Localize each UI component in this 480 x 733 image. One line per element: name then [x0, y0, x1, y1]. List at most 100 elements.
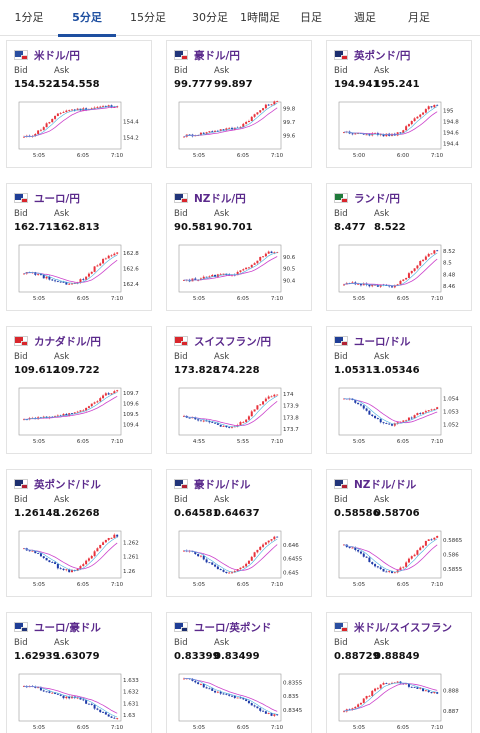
- mini-chart[interactable]: 109.4 109.5 109.6 109.7 5:05 6:05 7:10: [13, 385, 147, 447]
- rate-card[interactable]: 豪ドル/ドル Bid Ask 0.64581 0.64637 0.645 0.64…: [166, 469, 312, 597]
- currency-pair-link[interactable]: 米ドル/円: [34, 49, 80, 62]
- candle-body: [357, 550, 360, 552]
- tab-1[interactable]: 1分足: [14, 11, 44, 24]
- candle-body: [222, 273, 225, 275]
- candle-body: [110, 537, 113, 539]
- y-tick-label: 8.46: [443, 284, 456, 290]
- candlestick-chart: 0.8345 0.835 0.8355 5:05 6:05 7:10: [178, 673, 303, 731]
- tab-8[interactable]: 月足: [408, 11, 430, 24]
- candle-body: [225, 426, 228, 428]
- mini-chart[interactable]: 0.645 0.6455 0.646 5:05 6:05 7:10: [173, 528, 307, 590]
- rate-card[interactable]: カナダドル/円 Bid Ask 109.612 109.722 109.4 109…: [6, 326, 152, 454]
- tab-6[interactable]: 日足: [300, 11, 322, 24]
- currency-pair-link[interactable]: ユーロ/ドル: [354, 335, 411, 348]
- mini-chart[interactable]: 154.2 154.4 5:05 6:05 7:10: [13, 99, 147, 161]
- y-tick-label: 99.7: [283, 120, 296, 126]
- mini-chart[interactable]: 0.5855 0.586 0.5865 5:05 6:05 7:10: [333, 528, 467, 590]
- candle-body: [359, 702, 362, 705]
- rate-card[interactable]: 英ポンド/ドル Bid Ask 1.26148 1.26268 1.26 1.26…: [6, 469, 152, 597]
- currency-pair-link[interactable]: NZドル/円: [194, 192, 246, 205]
- candle-body: [219, 569, 222, 571]
- rate-card[interactable]: ユーロ/ドル Bid Ask 1.05313 1.05346 1.052 1.05…: [326, 326, 472, 454]
- mini-chart[interactable]: 99.6 99.7 99.8 5:05 6:05 7:10: [173, 99, 307, 161]
- candle-body: [48, 691, 51, 693]
- rate-card[interactable]: 米ドル/スイスフラン Bid Ask 0.88729 0.88849 0.887…: [326, 612, 472, 733]
- candle-body: [416, 265, 419, 269]
- currency-pair-link[interactable]: ユーロ/豪ドル: [34, 621, 101, 634]
- candle-body: [37, 274, 40, 276]
- mini-chart[interactable]: 0.887 0.888 5:05 6:05 7:10: [333, 671, 467, 733]
- candle-body: [73, 412, 76, 414]
- tab-4[interactable]: 30分足: [192, 11, 228, 24]
- candle-body: [79, 697, 82, 700]
- currency-pair-link[interactable]: ユーロ/円: [34, 192, 80, 205]
- rate-card[interactable]: ランド/円 Bid Ask 8.477 8.522 8.46 8.48 8.5 8.5…: [326, 183, 472, 311]
- candle-body: [348, 709, 351, 711]
- mini-chart[interactable]: 8.46 8.48 8.5 8.52 5:05 6:05 7:10: [333, 242, 467, 304]
- rate-card[interactable]: 豪ドル/円 Bid Ask 99.777 99.897 99.6 99.7 99.8…: [166, 40, 312, 168]
- chart-frame: [18, 101, 122, 150]
- candle-body: [225, 571, 228, 573]
- rate-card[interactable]: ユーロ/豪ドル Bid Ask 1.62939 1.63079 1.63 1.63…: [6, 612, 152, 733]
- currency-pair-link[interactable]: ユーロ/英ポンド: [194, 621, 272, 634]
- candle-body: [87, 273, 90, 277]
- x-tick-label: 5:05: [353, 439, 366, 445]
- mini-chart[interactable]: 162.4 162.6 162.8 5:05 6:05 7:10: [13, 242, 147, 304]
- candle-body: [62, 281, 65, 283]
- bid-value: 0.88729: [334, 651, 380, 662]
- tab-2[interactable]: 5分足: [58, 0, 116, 37]
- currency-pair-link[interactable]: 豪ドル/円: [194, 49, 240, 62]
- currency-pair-link[interactable]: 英ポンド/ドル: [34, 478, 101, 491]
- currency-pair-link[interactable]: 英ポンド/円: [354, 49, 411, 62]
- mini-chart[interactable]: 0.8345 0.835 0.8355 5:05 6:05 7:10: [173, 671, 307, 733]
- moving-average-short: [183, 103, 278, 137]
- currency-pair-link[interactable]: 米ドル/スイスフラン: [354, 621, 453, 634]
- candle-body: [359, 404, 362, 406]
- mini-chart[interactable]: 1.63 1.631 1.632 1.633 5:05 6:05 7:10: [13, 671, 147, 733]
- mini-chart[interactable]: 173.7 173.8 173.9 174 4:55 5:55 7:10: [173, 385, 307, 447]
- candle-body: [365, 556, 368, 558]
- candle-body: [183, 416, 185, 417]
- y-tick-label: 0.835: [283, 694, 299, 700]
- candle-body: [410, 121, 413, 125]
- candle-body: [362, 698, 365, 703]
- mini-chart[interactable]: 1.052 1.053 1.054 5:05 6:05 7:10: [333, 385, 467, 447]
- tab-3[interactable]: 15分足: [130, 11, 166, 24]
- rate-card[interactable]: ユーロ/英ポンド Bid Ask 0.83399 0.83499 0.8345 0…: [166, 612, 312, 733]
- candle-body: [256, 260, 259, 264]
- chart-frame: [178, 387, 282, 436]
- rate-card[interactable]: 米ドル/円 Bid Ask 154.522 154.558 154.2 154.4…: [6, 40, 152, 168]
- currency-pair-link[interactable]: NZドル/ドル: [354, 478, 417, 491]
- rate-card[interactable]: 英ポンド/円 Bid Ask 194.941 195.241 194.4 194.…: [326, 40, 472, 168]
- moving-average-short: [183, 538, 278, 573]
- candle-body: [208, 688, 211, 690]
- currency-pair-link[interactable]: カナダドル/円: [34, 335, 101, 348]
- moving-average-short: [23, 537, 118, 571]
- candle-body: [202, 684, 205, 688]
- rate-card[interactable]: ユーロ/円 Bid Ask 162.713 162.813 162.4 162.6…: [6, 183, 152, 311]
- candle-body: [99, 544, 102, 549]
- currency-pair-link[interactable]: スイスフラン/円: [194, 335, 272, 348]
- tab-7[interactable]: 週足: [354, 11, 376, 24]
- rate-card[interactable]: NZドル/ドル Bid Ask 0.58586 0.58706 0.5855 0.…: [326, 469, 472, 597]
- candle-body: [113, 253, 116, 256]
- currency-pair-link[interactable]: 豪ドル/ドル: [194, 478, 251, 491]
- y-tick-label: 8.52: [443, 249, 455, 255]
- candle-body: [273, 101, 276, 105]
- candle-body: [231, 572, 233, 574]
- candlestick-chart: 0.887 0.888 5:05 6:05 7:10: [338, 673, 459, 731]
- tab-5[interactable]: 1時間足: [240, 11, 280, 24]
- mini-chart[interactable]: 1.26 1.261 1.262 5:05 6:05 7:10: [13, 528, 147, 590]
- rate-card[interactable]: NZドル/円 Bid Ask 90.581 90.701 90.4 90.5 90.…: [166, 183, 312, 311]
- candlestick-chart: 99.6 99.7 99.8 5:05 6:05 7:10: [178, 100, 296, 159]
- currency-pair-link[interactable]: ランド/円: [354, 192, 400, 205]
- mini-chart[interactable]: 194.4 194.6 194.8 195 5:00 6:00 7:10: [333, 99, 467, 161]
- candle-body: [205, 132, 208, 134]
- candle-body: [82, 410, 85, 412]
- candle-body: [79, 279, 82, 283]
- candle-body: [222, 693, 225, 695]
- mini-chart[interactable]: 90.4 90.5 90.6 5:05 6:05 7:10: [173, 242, 307, 304]
- x-tick-label: 6:00: [397, 153, 410, 159]
- moving-average-long: [343, 111, 438, 136]
- rate-card[interactable]: スイスフラン/円 Bid Ask 173.828 174.228 173.7 17…: [166, 326, 312, 454]
